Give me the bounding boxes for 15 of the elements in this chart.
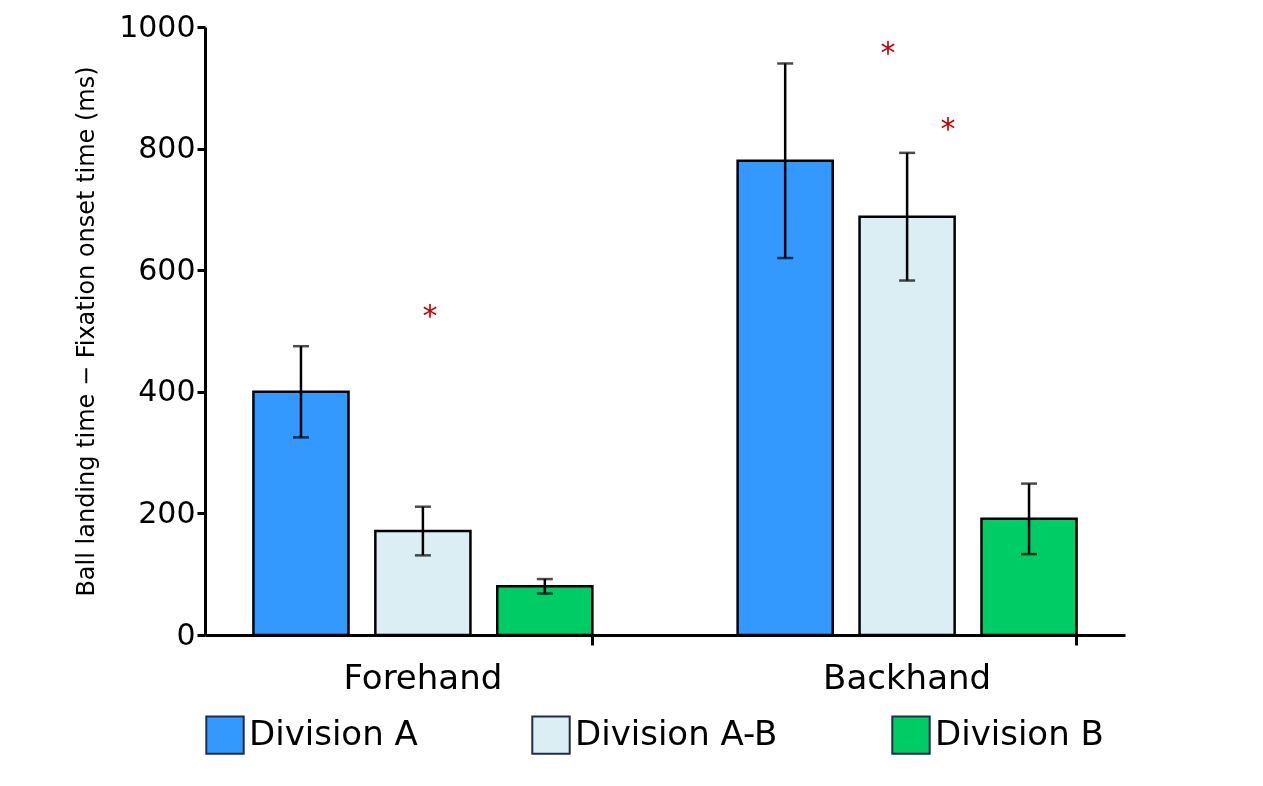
y-axis-title: Ball landing time − Fixation onset time (ms): [72, 66, 101, 597]
y-tick-label: 600: [138, 251, 196, 287]
annotation: *: [880, 35, 896, 70]
annotation: *: [940, 111, 956, 146]
y-tick-label: 0: [176, 616, 196, 652]
annotation: *: [422, 298, 438, 333]
x-tick-label: Forehand: [343, 656, 503, 697]
legend-label: Division B: [935, 713, 1104, 754]
x-tick-label: Backhand: [823, 656, 992, 697]
y-tick-label: 200: [138, 494, 196, 530]
y-tick-label: 1000: [119, 8, 196, 44]
y-tick-label: 800: [138, 130, 196, 166]
legend-label: Division A: [249, 713, 418, 754]
legend-label: Division A-B: [575, 713, 778, 754]
y-tick-label: 400: [138, 373, 196, 409]
